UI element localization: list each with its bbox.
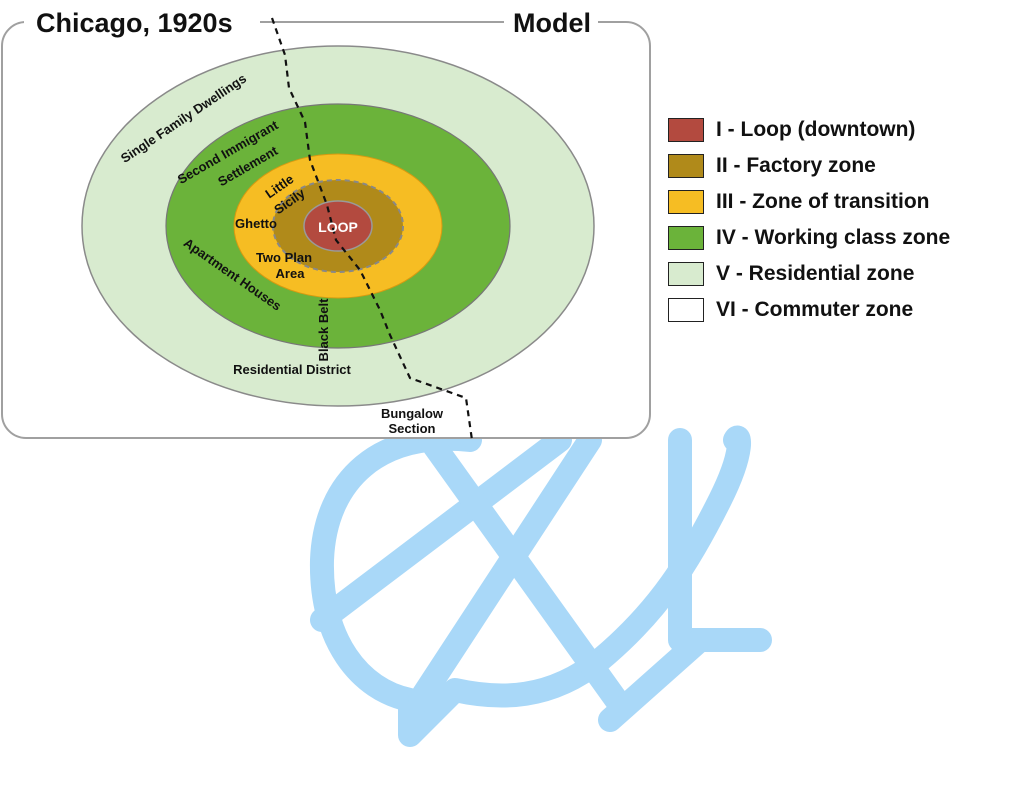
legend-label-factory: II - Factory zone xyxy=(716,154,876,177)
label-bungalow-2: Section xyxy=(389,421,436,436)
title-left: Chicago, 1920s xyxy=(36,8,233,38)
legend-swatch-working-class xyxy=(668,226,704,250)
legend-item-loop: I - Loop (downtown) xyxy=(668,116,950,144)
legend-item-residential: V - Residential zone xyxy=(668,260,950,288)
legend-swatch-residential xyxy=(668,262,704,286)
legend-item-commuter: VI - Commuter zone xyxy=(668,296,950,324)
label-two-plan-1: Two Plan xyxy=(256,250,312,265)
label-two-plan-2: Area xyxy=(276,266,306,281)
legend-label-residential: V - Residential zone xyxy=(716,262,915,285)
label-black-belt: Black Belt xyxy=(316,298,331,362)
legend-item-factory: II - Factory zone xyxy=(668,152,950,180)
boundary-line xyxy=(270,17,474,441)
label-bungalow-1: Bungalow xyxy=(381,406,444,421)
legend-label-commuter: VI - Commuter zone xyxy=(716,298,914,321)
legend-label-loop: I - Loop (downtown) xyxy=(716,118,916,141)
legend-label-transition: III - Zone of transition xyxy=(716,190,930,213)
legend-item-transition: III - Zone of transition xyxy=(668,188,950,216)
loop-label: LOOP xyxy=(318,219,358,235)
legend: I - Loop (downtown) II - Factory zone II… xyxy=(668,116,950,324)
legend-label-working-class: IV - Working class zone xyxy=(716,226,951,249)
legend-swatch-factory xyxy=(668,154,704,178)
logo-watermark-icon xyxy=(309,425,772,747)
legend-swatch-commuter xyxy=(668,298,704,322)
legend-item-working-class: IV - Working class zone xyxy=(668,224,950,252)
zone-loop xyxy=(303,200,373,252)
label-ghetto: Ghetto xyxy=(235,216,277,231)
legend-swatch-loop xyxy=(668,118,704,142)
title-right: Model xyxy=(513,8,591,38)
label-residential-district: Residential District xyxy=(233,362,351,377)
legend-swatch-transition xyxy=(668,190,704,214)
